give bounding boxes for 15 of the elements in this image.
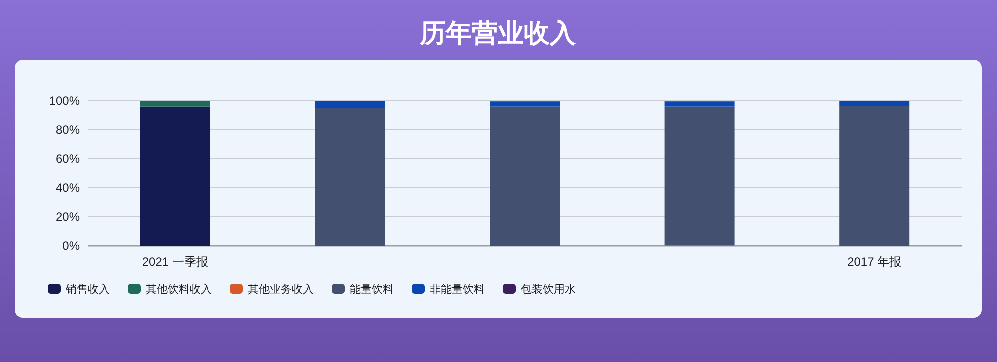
- x-tick-label: 2017 年报: [848, 255, 902, 269]
- legend-label: 非能量饮料: [430, 283, 485, 296]
- legend-label: 其他饮料收入: [146, 283, 212, 296]
- y-tick-label: 0%: [62, 239, 80, 253]
- y-tick-label: 80%: [56, 123, 80, 137]
- legend-label: 包装饮用水: [521, 283, 576, 296]
- legend-label: 能量饮料: [350, 283, 394, 296]
- legend-label: 其他业务收入: [248, 283, 314, 296]
- y-tick-label: 60%: [56, 152, 80, 166]
- y-tick-label: 20%: [56, 210, 80, 224]
- y-tick-label: 100%: [49, 94, 80, 108]
- y-tick-label: 40%: [56, 181, 80, 195]
- x-tick-label: 2021 一季报: [142, 255, 208, 269]
- title: 历年营业收入: [420, 18, 576, 48]
- legend-label: 销售收入: [65, 283, 110, 296]
